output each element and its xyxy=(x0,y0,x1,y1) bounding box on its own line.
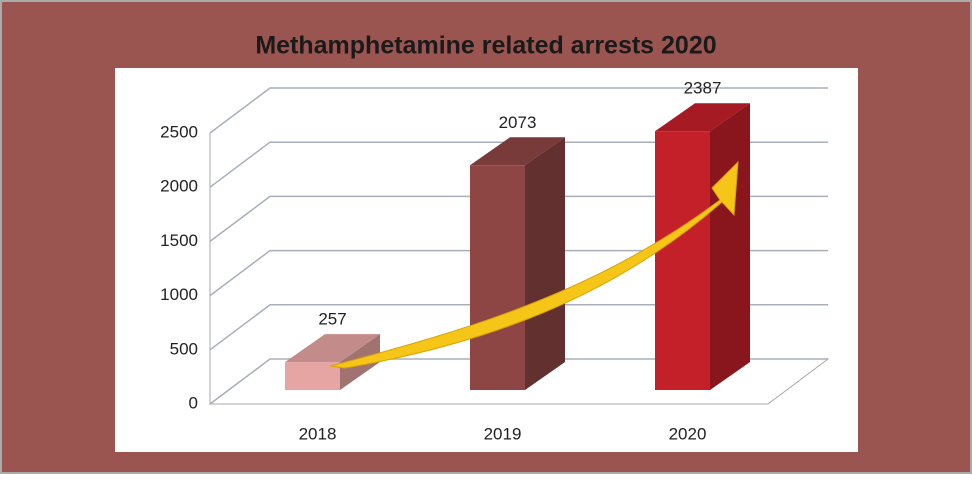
bar-top xyxy=(470,137,565,166)
data-label: 2387 xyxy=(684,79,722,98)
bar-side xyxy=(710,103,750,390)
y-tick-label: 2000 xyxy=(160,177,198,196)
y-tick-label: 2500 xyxy=(160,122,198,141)
data-label: 2073 xyxy=(499,113,537,132)
bar-top xyxy=(285,334,380,363)
bar-side-shade xyxy=(525,137,565,390)
grid-line xyxy=(209,87,828,134)
y-tick-label: 1500 xyxy=(160,231,198,250)
bar-top-shade xyxy=(655,103,750,132)
bar xyxy=(285,362,340,390)
bar-side xyxy=(525,137,565,390)
bar-top xyxy=(655,103,750,132)
bar-top-shade xyxy=(285,334,380,363)
y-tick-label: 0 xyxy=(189,393,198,412)
x-tick-label: 2020 xyxy=(669,424,707,443)
bar-side-shade xyxy=(710,103,750,390)
x-tick-label: 2018 xyxy=(299,424,337,443)
y-tick-label: 500 xyxy=(170,339,198,358)
data-label: 257 xyxy=(318,310,346,329)
y-tick-label: 1000 xyxy=(160,285,198,304)
trend-arrow xyxy=(329,160,739,369)
chart-title: Methamphetamine related arrests 2020 xyxy=(255,32,716,60)
grid-line xyxy=(209,304,828,351)
x-tick-label: 2019 xyxy=(484,424,522,443)
grid-line xyxy=(209,195,828,242)
bar xyxy=(655,131,710,390)
bar-top-shade xyxy=(470,137,565,166)
grid-line xyxy=(209,358,828,405)
bar xyxy=(470,165,525,390)
grid-line xyxy=(209,141,828,188)
